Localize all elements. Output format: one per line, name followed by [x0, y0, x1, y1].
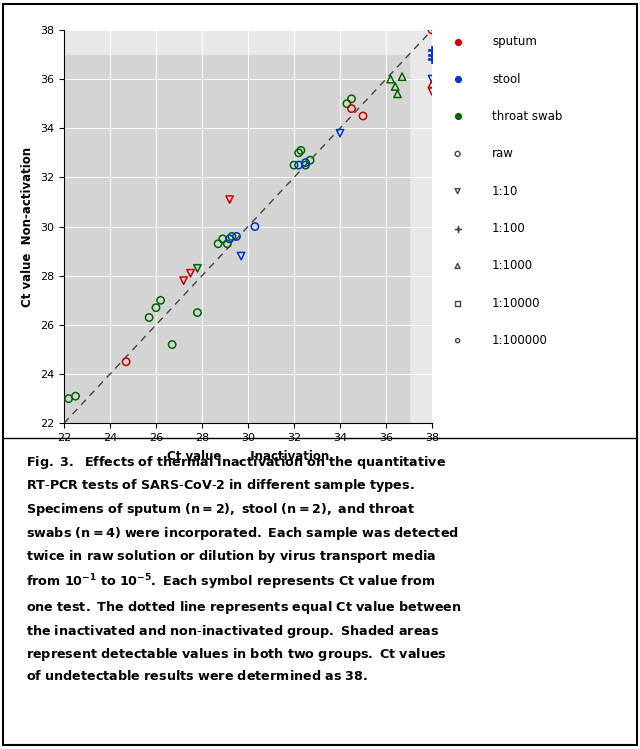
Point: [236, 250, 246, 262]
Point: [335, 127, 345, 139]
Point: [144, 312, 154, 324]
Point: [305, 154, 316, 166]
Text: 1:100000: 1:100000: [492, 334, 548, 347]
Point: [342, 97, 352, 109]
Point: [296, 145, 306, 157]
Point: [427, 53, 437, 65]
Point: [427, 78, 437, 90]
Point: [218, 233, 228, 245]
Point: [397, 70, 407, 82]
Point: [63, 392, 74, 404]
Point: [385, 73, 396, 85]
Text: sputum: sputum: [492, 35, 537, 48]
Point: [427, 49, 437, 61]
Point: [156, 294, 166, 306]
Point: [225, 233, 235, 245]
Point: [427, 85, 437, 97]
Point: [227, 231, 237, 243]
Point: [192, 262, 202, 274]
Y-axis label: Ct value  Non-activation: Ct value Non-activation: [22, 147, 35, 306]
Point: [225, 193, 235, 205]
Point: [250, 220, 260, 232]
Point: [427, 24, 437, 36]
Point: [346, 93, 356, 105]
Text: 1:1000: 1:1000: [492, 259, 533, 273]
Point: [186, 267, 196, 279]
Text: raw: raw: [492, 148, 514, 160]
Point: [179, 275, 189, 287]
X-axis label: Ct value       Inactivation: Ct value Inactivation: [167, 450, 329, 463]
Point: [390, 80, 400, 92]
Point: [289, 159, 299, 171]
Text: 1:10000: 1:10000: [492, 297, 541, 310]
Text: $\mathbf{Fig.\ 3.}$$\mathbf{\ \ Effects\ of\ thermal\ inactivation\ on\ the\ qua: $\mathbf{Fig.\ 3.}$$\mathbf{\ \ Effects\…: [26, 454, 461, 683]
Point: [167, 339, 177, 351]
Point: [70, 390, 81, 402]
Text: throat swab: throat swab: [492, 110, 563, 123]
Point: [232, 231, 242, 243]
Text: stool: stool: [492, 73, 521, 85]
Point: [294, 147, 304, 159]
Point: [151, 302, 161, 314]
Point: [192, 306, 202, 318]
Text: 1:10: 1:10: [492, 185, 518, 198]
Point: [300, 159, 310, 171]
Point: [222, 237, 232, 249]
Point: [346, 103, 356, 115]
Point: [427, 73, 437, 85]
Point: [213, 237, 223, 249]
Point: [300, 157, 310, 169]
Point: [392, 88, 403, 100]
Point: [121, 356, 131, 368]
Text: 1:100: 1:100: [492, 222, 526, 235]
Point: [294, 159, 304, 171]
Point: [358, 110, 368, 122]
Point: [427, 43, 437, 55]
